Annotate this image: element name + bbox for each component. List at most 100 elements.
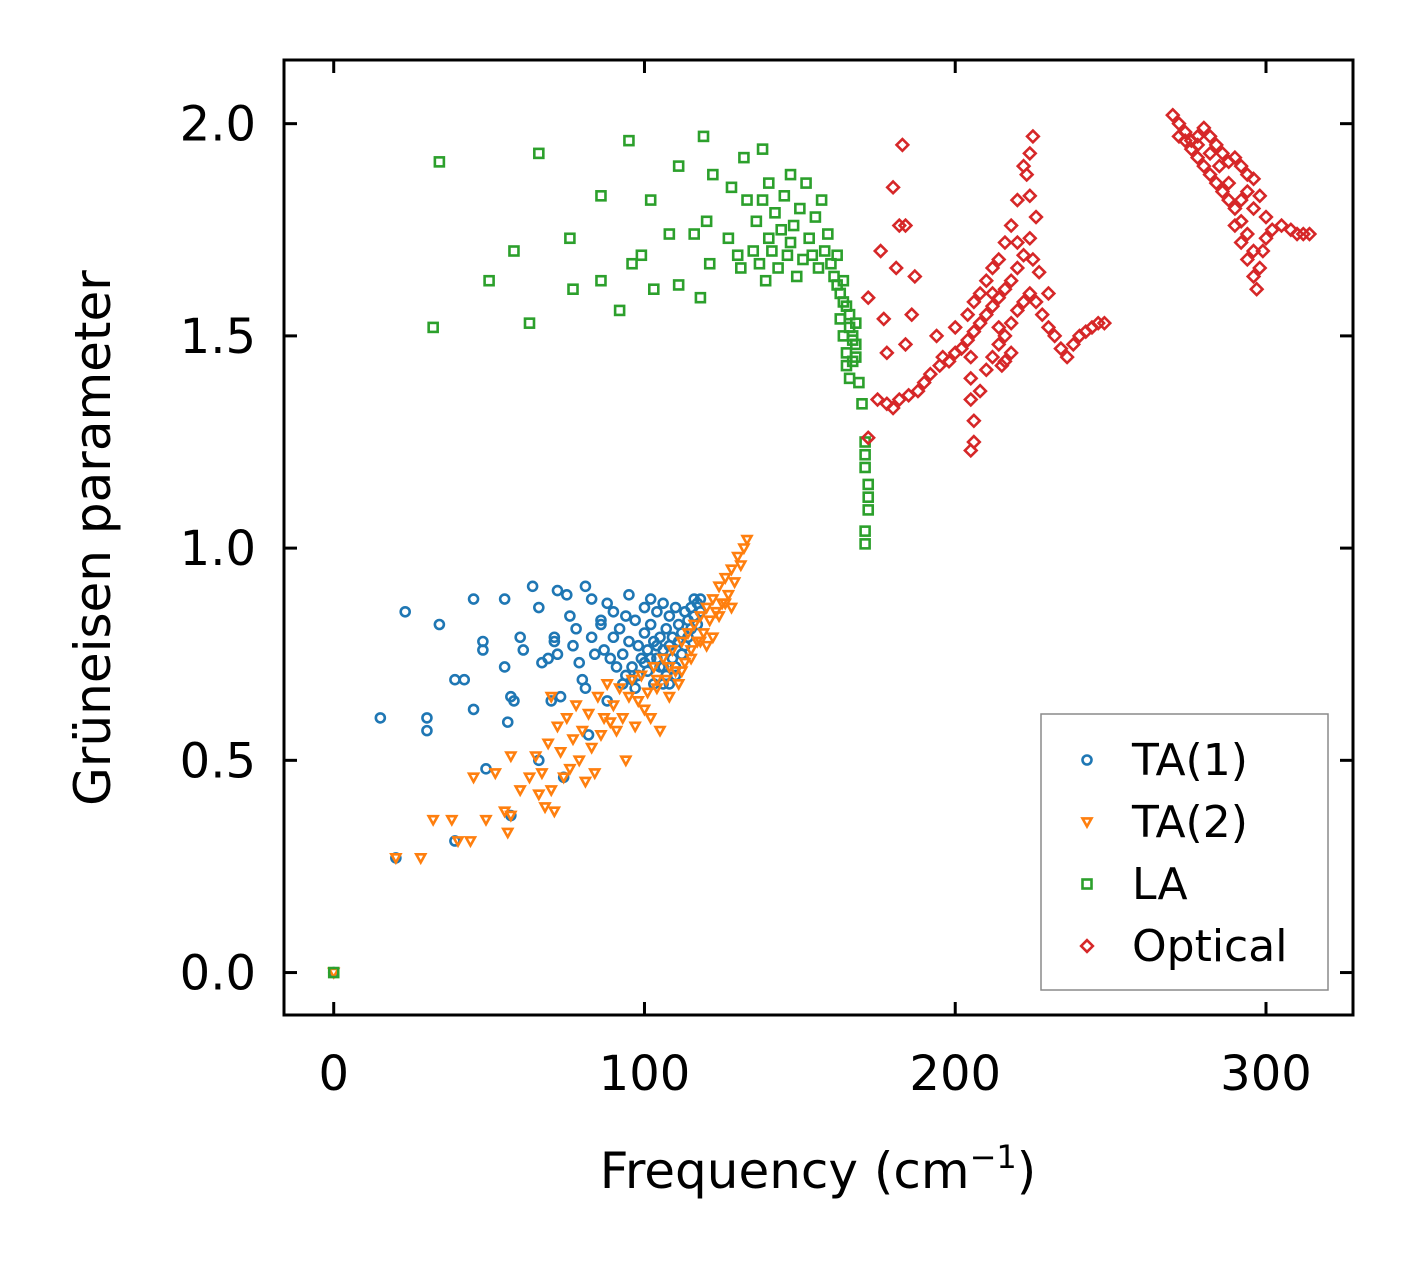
data-point bbox=[544, 691, 558, 704]
data-point bbox=[467, 593, 480, 605]
data-point bbox=[860, 430, 876, 446]
data-point bbox=[984, 298, 1001, 314]
data-point bbox=[604, 652, 617, 665]
data-point bbox=[1301, 226, 1318, 242]
data-point bbox=[631, 696, 645, 709]
x-tick-label: 300 bbox=[1220, 1046, 1312, 1102]
data-point bbox=[526, 580, 539, 593]
data-point bbox=[1028, 294, 1044, 310]
data-point bbox=[718, 572, 732, 585]
data-point bbox=[609, 725, 624, 738]
data-point bbox=[966, 413, 982, 429]
data-point bbox=[1273, 217, 1290, 234]
data-point bbox=[414, 853, 428, 866]
data-point bbox=[1227, 149, 1243, 166]
data-point bbox=[869, 391, 886, 408]
data-point bbox=[399, 605, 411, 618]
data-point bbox=[1239, 226, 1256, 242]
data-point bbox=[544, 785, 558, 798]
data-point bbox=[862, 478, 875, 491]
data-point bbox=[876, 311, 892, 327]
data-point bbox=[1245, 243, 1262, 259]
data-point bbox=[1009, 192, 1026, 208]
data-point bbox=[672, 160, 685, 172]
data-point bbox=[837, 296, 850, 308]
data-point bbox=[1015, 247, 1032, 263]
data-point bbox=[625, 674, 639, 687]
series-ta-2 bbox=[327, 534, 754, 980]
data-point bbox=[629, 614, 641, 627]
data-point bbox=[623, 635, 635, 648]
data-point bbox=[1028, 209, 1044, 225]
data-point bbox=[619, 755, 633, 768]
data-point bbox=[809, 211, 822, 223]
data-point bbox=[959, 332, 976, 348]
legend-marker bbox=[1081, 878, 1093, 890]
data-point bbox=[994, 357, 1010, 374]
data-point bbox=[1022, 285, 1038, 302]
data-point bbox=[831, 249, 843, 262]
data-point bbox=[766, 245, 778, 257]
data-point bbox=[595, 618, 607, 631]
data-point bbox=[663, 610, 676, 622]
data-point bbox=[584, 742, 599, 755]
data-point bbox=[1233, 192, 1249, 208]
data-point bbox=[1040, 285, 1057, 302]
data-point bbox=[501, 716, 514, 728]
data-point bbox=[1221, 175, 1237, 191]
data-point bbox=[872, 243, 889, 259]
data-point bbox=[529, 751, 543, 764]
data-point bbox=[560, 588, 573, 601]
data-point bbox=[1245, 171, 1262, 187]
data-point bbox=[1202, 145, 1218, 162]
legend-label: Optical bbox=[1132, 921, 1287, 972]
data-point bbox=[984, 285, 1001, 302]
data-point bbox=[578, 776, 593, 789]
data-point bbox=[623, 134, 635, 147]
data-point bbox=[564, 232, 576, 245]
data-point bbox=[781, 249, 794, 262]
data-point bbox=[947, 319, 963, 336]
data-point bbox=[859, 525, 871, 537]
data-point bbox=[656, 653, 670, 666]
data-point bbox=[1248, 281, 1265, 297]
data-point bbox=[610, 661, 623, 673]
data-point bbox=[778, 190, 791, 202]
data-point bbox=[991, 336, 1007, 353]
data-point bbox=[564, 610, 576, 622]
data-point bbox=[703, 257, 716, 270]
legend-item: LA bbox=[1081, 859, 1188, 910]
data-point bbox=[759, 274, 772, 287]
data-point bbox=[737, 543, 751, 556]
data-point bbox=[731, 249, 744, 262]
data-point bbox=[1053, 340, 1069, 357]
data-point bbox=[616, 712, 630, 726]
data-point bbox=[650, 674, 664, 687]
data-point bbox=[612, 683, 627, 696]
data-point bbox=[1009, 302, 1026, 319]
data-point bbox=[553, 746, 568, 760]
data-point bbox=[498, 661, 511, 673]
data-point bbox=[644, 618, 657, 631]
data-point bbox=[928, 328, 945, 344]
data-point bbox=[1034, 306, 1050, 323]
data-point bbox=[1003, 273, 1019, 289]
data-point bbox=[859, 538, 871, 550]
data-point bbox=[545, 695, 558, 707]
data-point bbox=[693, 611, 708, 624]
data-point bbox=[1003, 217, 1019, 234]
data-point bbox=[849, 338, 862, 351]
data-point bbox=[1189, 128, 1206, 145]
data-point bbox=[775, 223, 788, 236]
data-point bbox=[849, 317, 862, 329]
data-point bbox=[735, 262, 747, 274]
data-point bbox=[724, 602, 739, 615]
data-point bbox=[831, 279, 843, 291]
data-point bbox=[712, 611, 726, 624]
data-point bbox=[963, 370, 979, 387]
data-point bbox=[601, 597, 613, 610]
data-point bbox=[575, 725, 590, 738]
data-point bbox=[433, 156, 446, 168]
data-point bbox=[620, 610, 632, 622]
